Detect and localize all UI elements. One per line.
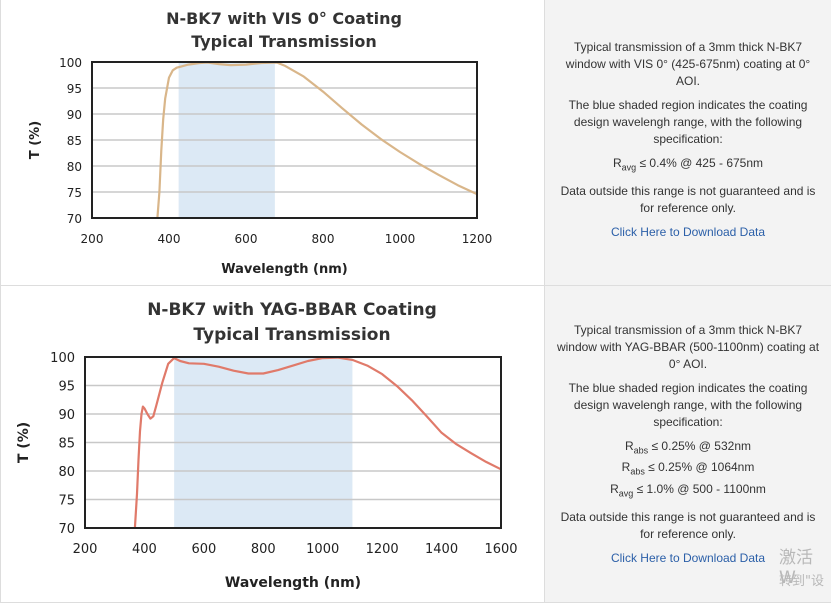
- description-shading-note: The blue shaded region indicates the coa…: [568, 381, 808, 429]
- description-cell: Typical transmission of a 3mm thick N-BK…: [545, 286, 831, 602]
- x-axis-label: Wavelength (nm): [225, 575, 361, 591]
- y-tick-label: 85: [58, 437, 75, 452]
- plot-frame: [91, 61, 478, 219]
- x-tick-label: 600: [235, 232, 258, 246]
- transmission-chart: N-BK7 with YAG-BBAR Coating Typical Trans…: [16, 300, 518, 591]
- description-block: Typical transmission of a 3mm thick N-BK…: [545, 322, 831, 574]
- transmission-curve: [133, 356, 502, 529]
- y-tick-label: 95: [67, 82, 82, 96]
- y-tick-label: 90: [58, 408, 75, 423]
- product-row-vis0: N-BK7 with VIS 0° Coating Typical Transmi…: [0, 0, 831, 286]
- chart-title-line1: N-BK7 with YAG-BBAR Coating: [147, 300, 437, 320]
- x-tick-label: 1600: [484, 542, 517, 557]
- chart-title-line2: Typical Transmission: [193, 325, 390, 345]
- x-tick-label: 400: [158, 232, 181, 246]
- description-cell: Typical transmission of a 3mm thick N-BK…: [545, 0, 831, 285]
- chart-title-line2: Typical Transmission: [191, 32, 377, 51]
- x-tick-label: 1200: [366, 542, 399, 557]
- y-tick-label: 95: [58, 380, 75, 395]
- x-tick-label: 200: [73, 542, 98, 557]
- y-tick-label: 70: [67, 212, 82, 226]
- y-tick-label: 90: [67, 108, 82, 122]
- y-tick-label: 100: [50, 351, 75, 366]
- y-tick-label: 75: [58, 494, 75, 509]
- x-tick-label: 600: [191, 542, 216, 557]
- description-disclaimer: Data outside this range is not guarantee…: [560, 184, 816, 216]
- description-block: Typical transmission of a 3mm thick N-BK…: [545, 39, 831, 248]
- x-tick-label: 200: [81, 232, 104, 246]
- spec-item: Rabs ≤ 0.25% @ 532nm: [624, 439, 752, 456]
- download-data-link[interactable]: Click Here to Download Data: [610, 551, 766, 566]
- y-tick-label: 75: [67, 186, 82, 200]
- x-tick-label: 400: [132, 542, 157, 557]
- product-row-yag-bbar: N-BK7 with YAG-BBAR Coating Typical Trans…: [0, 286, 831, 603]
- download-data-link[interactable]: Click Here to Download Data: [610, 225, 766, 240]
- x-tick-label: 800: [312, 232, 335, 246]
- transmission-chart: N-BK7 with VIS 0° Coating Typical Transmi…: [28, 9, 493, 277]
- y-tick-label: 85: [67, 134, 82, 148]
- spec-list: Rabs ≤ 0.25% @ 532nm Rabs ≤ 0.25% @ 1064…: [545, 438, 831, 502]
- spec-item: Ravg ≤ 1.0% @ 500 - 1100nm: [610, 481, 766, 499]
- chart-title-line1: N-BK7 with VIS 0° Coating: [166, 9, 402, 28]
- transmission-curve: [156, 61, 478, 219]
- y-tick-label: 100: [59, 56, 82, 70]
- description-summary: Typical transmission of a 3mm thick N-BK…: [565, 40, 811, 88]
- description-disclaimer: Data outside this range is not guarantee…: [560, 510, 816, 542]
- y-tick-label: 80: [67, 160, 82, 174]
- x-tick-label: 1000: [306, 542, 339, 557]
- chart-cell: N-BK7 with YAG-BBAR Coating Typical Trans…: [0, 286, 545, 602]
- x-axis-label: Wavelength (nm): [221, 262, 347, 277]
- x-tick-label: 1000: [385, 232, 416, 246]
- y-tick-label: 80: [58, 465, 75, 480]
- description-summary: Typical transmission of a 3mm thick N-BK…: [556, 323, 820, 371]
- activation-watermark: 激活 W: [779, 548, 813, 588]
- spec-item: Ravg ≤ 0.4% @ 425 - 675nm: [612, 156, 764, 173]
- plot-frame: [84, 356, 502, 529]
- spec-list: Ravg ≤ 0.4% @ 425 - 675nm: [545, 155, 831, 176]
- x-tick-label: 1400: [425, 542, 458, 557]
- activation-watermark-sub: 转到"设: [779, 574, 824, 589]
- description-shading-note: The blue shaded region indicates the coa…: [568, 98, 808, 146]
- x-tick-label: 800: [251, 542, 276, 557]
- chart-cell: N-BK7 with VIS 0° Coating Typical Transmi…: [0, 0, 545, 285]
- y-tick-label: 70: [58, 522, 75, 537]
- x-tick-label: 1200: [462, 232, 493, 246]
- spec-item: Rabs ≤ 0.25% @ 1064nm: [621, 460, 755, 477]
- y-axis-label: T (%): [16, 422, 32, 463]
- y-axis-label: T (%): [28, 121, 43, 159]
